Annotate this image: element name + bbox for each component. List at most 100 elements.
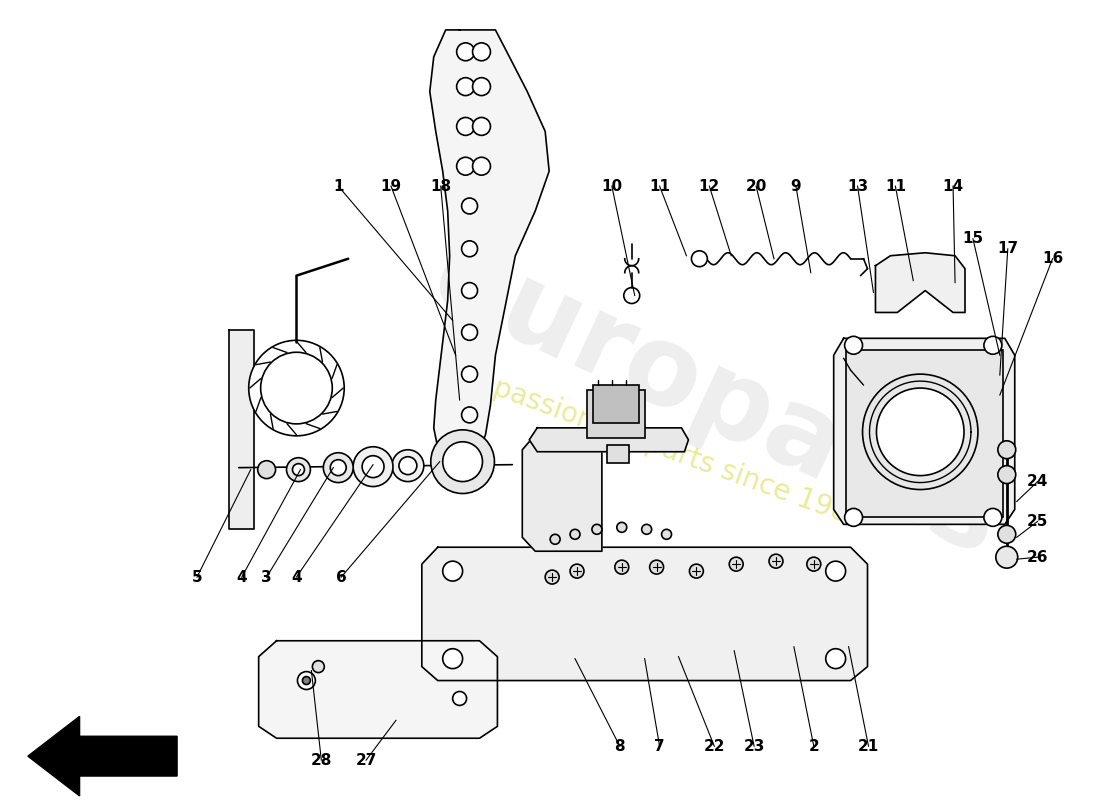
Circle shape xyxy=(462,198,477,214)
Circle shape xyxy=(249,340,344,436)
Bar xyxy=(846,350,1003,518)
Text: 20: 20 xyxy=(746,178,767,194)
Circle shape xyxy=(473,158,491,175)
Circle shape xyxy=(473,118,491,135)
Circle shape xyxy=(456,158,474,175)
Circle shape xyxy=(456,118,474,135)
Circle shape xyxy=(845,509,862,526)
Text: 9: 9 xyxy=(791,178,801,194)
Circle shape xyxy=(473,78,491,95)
Circle shape xyxy=(546,570,559,584)
Circle shape xyxy=(862,374,978,490)
Circle shape xyxy=(998,526,1015,543)
Text: 1: 1 xyxy=(333,178,343,194)
Circle shape xyxy=(845,336,862,354)
Text: 17: 17 xyxy=(998,242,1019,256)
Polygon shape xyxy=(430,30,549,462)
Polygon shape xyxy=(28,716,177,796)
Text: 26: 26 xyxy=(1027,550,1048,565)
Circle shape xyxy=(983,336,1002,354)
Text: 16: 16 xyxy=(1042,251,1064,266)
Text: a passion for parts since 1985: a passion for parts since 1985 xyxy=(464,365,869,534)
Circle shape xyxy=(692,250,707,266)
Text: 27: 27 xyxy=(355,753,377,768)
Text: 6: 6 xyxy=(336,570,346,585)
Circle shape xyxy=(592,524,602,534)
Circle shape xyxy=(330,460,346,476)
Polygon shape xyxy=(421,547,868,681)
Polygon shape xyxy=(876,253,965,313)
Polygon shape xyxy=(834,338,1014,524)
Circle shape xyxy=(399,457,417,474)
Text: 5: 5 xyxy=(191,570,202,585)
Circle shape xyxy=(826,561,846,581)
Text: 8: 8 xyxy=(615,738,625,754)
Circle shape xyxy=(983,509,1002,526)
Circle shape xyxy=(570,530,580,539)
Text: 10: 10 xyxy=(602,178,623,194)
Text: 3: 3 xyxy=(262,570,272,585)
Circle shape xyxy=(456,43,474,61)
Circle shape xyxy=(998,466,1015,483)
Circle shape xyxy=(617,522,627,532)
Circle shape xyxy=(312,661,324,673)
Circle shape xyxy=(473,43,491,61)
Circle shape xyxy=(297,671,316,690)
Circle shape xyxy=(996,546,1018,568)
Circle shape xyxy=(462,324,477,340)
Text: 21: 21 xyxy=(858,738,879,754)
Circle shape xyxy=(462,366,477,382)
Circle shape xyxy=(826,649,846,669)
Circle shape xyxy=(261,352,332,424)
Circle shape xyxy=(462,282,477,298)
Circle shape xyxy=(353,446,393,486)
Circle shape xyxy=(286,458,310,482)
Text: 11: 11 xyxy=(649,178,670,194)
Circle shape xyxy=(442,442,483,482)
Circle shape xyxy=(442,649,463,669)
Text: 24: 24 xyxy=(1027,474,1048,489)
Circle shape xyxy=(729,557,744,571)
Bar xyxy=(593,385,639,423)
Text: 4: 4 xyxy=(236,570,248,585)
Circle shape xyxy=(998,441,1015,458)
Text: 22: 22 xyxy=(704,738,725,754)
Circle shape xyxy=(293,464,305,476)
Text: 14: 14 xyxy=(943,178,964,194)
Text: 28: 28 xyxy=(310,753,332,768)
Polygon shape xyxy=(258,641,497,738)
Circle shape xyxy=(641,524,651,534)
Circle shape xyxy=(690,564,703,578)
Circle shape xyxy=(431,430,494,494)
Circle shape xyxy=(302,677,310,685)
Circle shape xyxy=(456,78,474,95)
Circle shape xyxy=(462,241,477,257)
Text: 23: 23 xyxy=(744,738,764,754)
Circle shape xyxy=(550,534,560,544)
Circle shape xyxy=(462,407,477,423)
Text: 4: 4 xyxy=(292,570,301,585)
Bar xyxy=(587,390,645,438)
Bar xyxy=(607,445,629,462)
Circle shape xyxy=(650,560,663,574)
Circle shape xyxy=(323,453,353,482)
Text: 15: 15 xyxy=(962,231,983,246)
Circle shape xyxy=(570,564,584,578)
Text: 7: 7 xyxy=(654,738,664,754)
Circle shape xyxy=(624,287,640,303)
Circle shape xyxy=(442,561,463,581)
Circle shape xyxy=(257,461,276,478)
Polygon shape xyxy=(229,330,254,530)
Circle shape xyxy=(453,691,466,706)
Circle shape xyxy=(769,554,783,568)
Text: 13: 13 xyxy=(847,178,868,194)
Text: 12: 12 xyxy=(698,178,720,194)
Polygon shape xyxy=(529,428,689,452)
Text: 19: 19 xyxy=(381,178,402,194)
Circle shape xyxy=(615,560,629,574)
Text: europarts: europarts xyxy=(416,222,1018,578)
Text: 2: 2 xyxy=(808,738,820,754)
Text: 11: 11 xyxy=(884,178,906,194)
Text: 25: 25 xyxy=(1027,514,1048,529)
Polygon shape xyxy=(522,435,602,551)
